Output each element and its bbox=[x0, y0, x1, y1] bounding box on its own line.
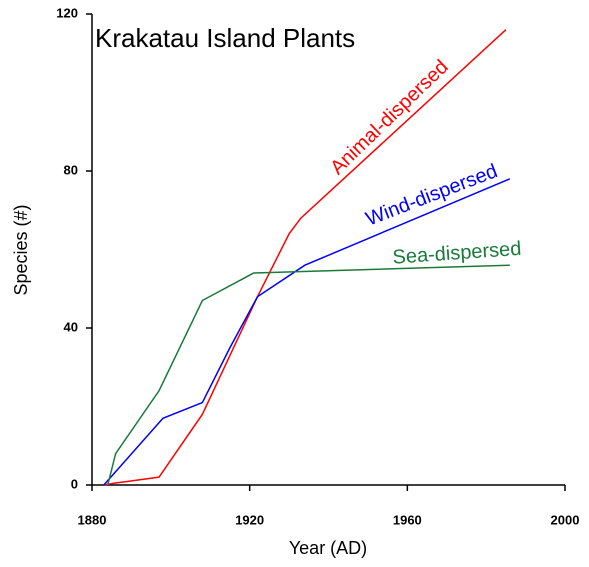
y-axis-label: Species (#) bbox=[11, 204, 31, 295]
x-axis-label: Year (AD) bbox=[289, 538, 367, 558]
y-tick-label: 0 bbox=[71, 476, 78, 491]
series-label: Animal-dispersed bbox=[326, 56, 452, 179]
series-line bbox=[103, 29, 507, 486]
series-line bbox=[107, 264, 510, 486]
series-line bbox=[103, 178, 511, 486]
y-tick-label: 40 bbox=[64, 319, 78, 334]
x-tick-label: 1880 bbox=[78, 512, 107, 527]
series-label: Sea-dispersed bbox=[392, 238, 522, 269]
chart-title: Krakatau Island Plants bbox=[95, 23, 355, 53]
y-tick-label: 80 bbox=[64, 162, 78, 177]
series-label: Wind-dispersed bbox=[363, 160, 501, 230]
y-tick-label: 120 bbox=[56, 5, 78, 20]
x-tick-label: 1960 bbox=[393, 512, 422, 527]
x-tick-label: 1920 bbox=[235, 512, 264, 527]
x-tick-label: 2000 bbox=[551, 512, 580, 527]
